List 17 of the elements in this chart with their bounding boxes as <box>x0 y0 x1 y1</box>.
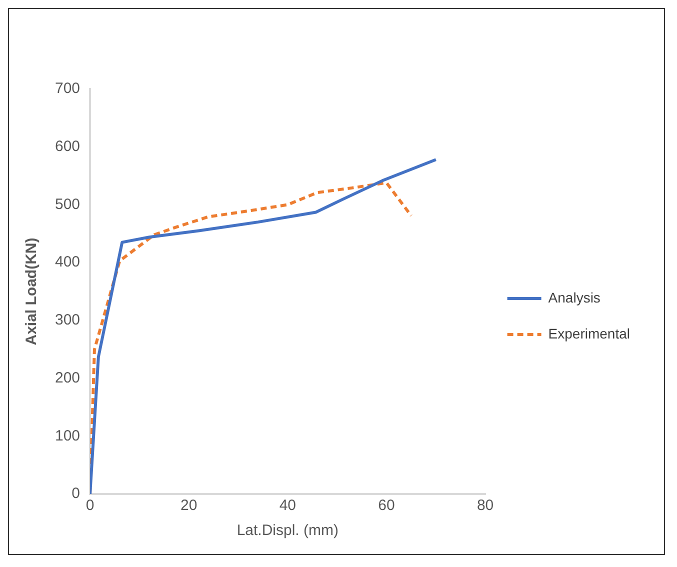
x-tick-label: 20 <box>180 497 198 514</box>
y-tick-label: 0 <box>72 485 80 502</box>
y-tick-label: 400 <box>54 254 80 271</box>
x-tick-label: 0 <box>86 497 94 514</box>
y-axis-title: Axial Load(KN) <box>23 238 40 346</box>
y-tick-label: 300 <box>54 312 80 329</box>
legend-label: Analysis <box>548 289 600 306</box>
legend-label: Experimental <box>548 325 630 342</box>
x-tick-label: 40 <box>279 497 296 514</box>
x-axis-title: Lat.Displ. (mm) <box>236 522 339 540</box>
x-tick-label: 60 <box>378 497 395 514</box>
x-tick-label: 80 <box>476 497 494 514</box>
y-tick-label: 200 <box>54 369 80 386</box>
y-tick-label: 100 <box>54 427 80 444</box>
y-tick-label: 600 <box>54 138 80 155</box>
y-tick-label: 500 <box>54 196 80 213</box>
y-tick-label: 700 <box>54 80 80 98</box>
